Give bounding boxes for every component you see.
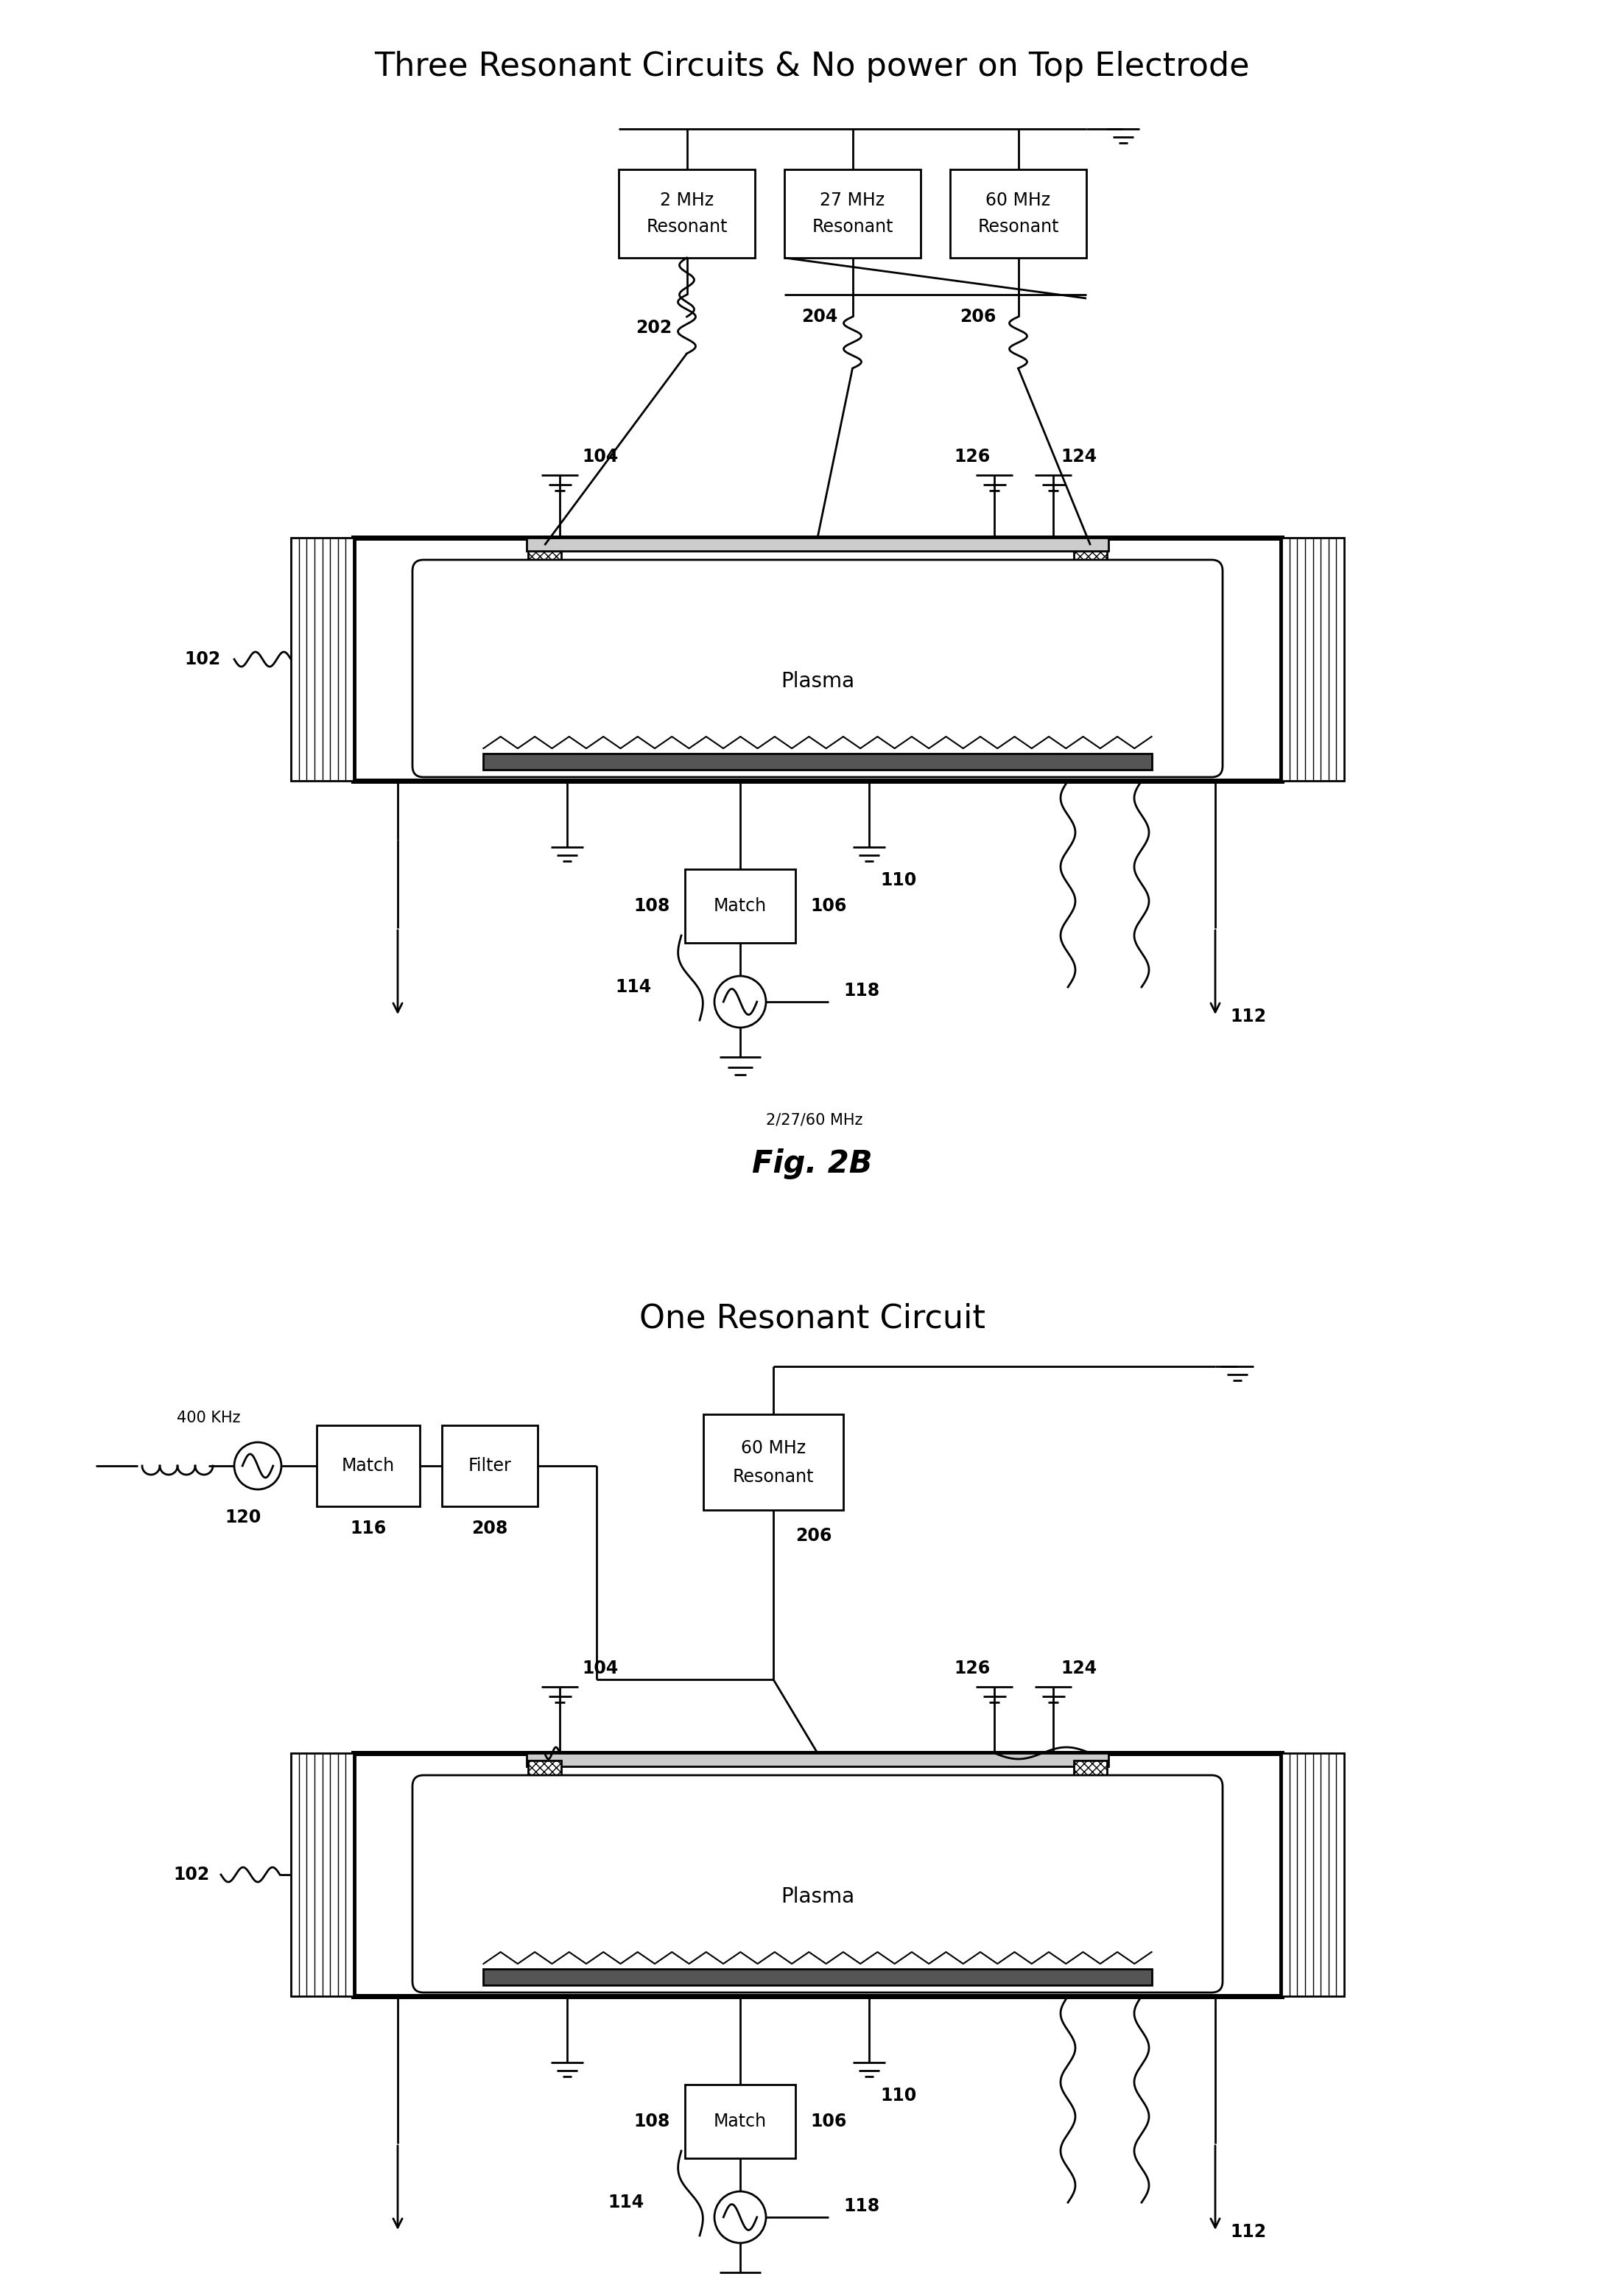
Bar	[685, 869, 796, 942]
Text: One Resonant Circuit: One Resonant Circuit	[638, 1303, 986, 1335]
Bar	[484, 753, 1151, 769]
Bar	[784, 169, 921, 258]
FancyBboxPatch shape	[412, 1775, 1223, 1992]
Text: Match: Match	[341, 1456, 395, 1474]
Text: 114: 114	[615, 979, 651, 995]
Text: 60 MHz: 60 MHz	[741, 1440, 806, 1456]
Text: Resonant: Resonant	[646, 219, 728, 235]
Bar	[567, 1780, 1069, 1798]
Bar	[291, 1753, 354, 1997]
Bar	[685, 2083, 796, 2159]
Bar	[354, 1753, 1281, 1997]
Bar	[1073, 545, 1108, 596]
Text: 2 MHz: 2 MHz	[659, 192, 713, 210]
Text: Fig. 2B: Fig. 2B	[752, 1148, 872, 1180]
Text: 106: 106	[810, 2113, 846, 2131]
Text: 2/27/60 MHz: 2/27/60 MHz	[767, 1111, 862, 1127]
Bar	[1281, 1753, 1345, 1997]
Text: 118: 118	[843, 981, 880, 1000]
Text: 104: 104	[581, 447, 619, 466]
Text: 202: 202	[635, 319, 672, 338]
Text: 206: 206	[960, 308, 996, 326]
Text: 108: 108	[633, 2113, 671, 2131]
Text: 204: 204	[802, 308, 838, 326]
Text: 208: 208	[471, 1520, 508, 1538]
Bar	[484, 1969, 1151, 1985]
Bar	[291, 539, 354, 780]
Text: 124: 124	[1060, 1659, 1096, 1677]
Bar	[526, 539, 1109, 550]
Text: 110: 110	[880, 872, 916, 890]
Bar	[317, 1426, 421, 1506]
Bar	[1073, 1759, 1108, 1812]
Text: Resonant: Resonant	[732, 1467, 814, 1486]
Text: 124: 124	[1060, 447, 1096, 466]
Bar	[703, 1415, 843, 1511]
Text: Three Resonant Circuits & No power on Top Electrode: Three Resonant Circuits & No power on To…	[374, 50, 1250, 82]
Text: 400 KHz: 400 KHz	[177, 1410, 240, 1426]
Text: 60 MHz: 60 MHz	[986, 192, 1051, 210]
Bar	[1281, 539, 1345, 780]
FancyBboxPatch shape	[412, 559, 1223, 778]
Bar	[528, 545, 562, 596]
Text: 126: 126	[955, 447, 991, 466]
Text: 102: 102	[174, 1867, 209, 1883]
Text: Plasma: Plasma	[781, 1887, 854, 1908]
Text: Filter: Filter	[468, 1456, 512, 1474]
Bar	[354, 539, 1281, 780]
Bar	[526, 1753, 1109, 1766]
Text: 106: 106	[810, 897, 846, 915]
Text: 116: 116	[351, 1520, 387, 1538]
Text: 126: 126	[955, 1659, 991, 1677]
Bar	[950, 169, 1086, 258]
Bar	[619, 169, 755, 258]
Text: 27 MHz: 27 MHz	[820, 192, 885, 210]
Text: Match: Match	[713, 2113, 767, 2131]
Text: Plasma: Plasma	[781, 671, 854, 691]
Text: 102: 102	[185, 650, 221, 669]
Text: 108: 108	[633, 897, 671, 915]
Bar	[528, 1759, 562, 1812]
Text: 104: 104	[581, 1659, 619, 1677]
Bar	[442, 1426, 538, 1506]
Text: 118: 118	[843, 2198, 880, 2216]
Text: 110: 110	[880, 2086, 916, 2104]
Text: Match: Match	[713, 897, 767, 915]
Text: Resonant: Resonant	[812, 219, 893, 235]
Text: 114: 114	[607, 2193, 645, 2211]
Text: 112: 112	[1229, 1009, 1267, 1025]
Text: Resonant: Resonant	[978, 219, 1059, 235]
Text: 206: 206	[796, 1527, 831, 1545]
Text: 120: 120	[224, 1508, 261, 1527]
Text: 112: 112	[1229, 2223, 1267, 2241]
Bar	[567, 564, 1069, 582]
